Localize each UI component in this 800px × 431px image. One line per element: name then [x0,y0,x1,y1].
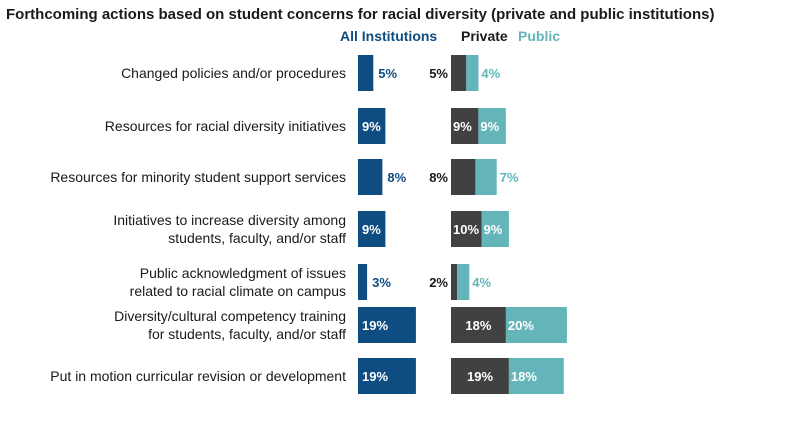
value-label-all-institutions-1: 9% [362,119,381,134]
bar-all-institutions-3 [358,211,386,247]
value-label-all-institutions-6: 19% [362,369,388,384]
value-label-private-6: 19% [467,369,493,384]
value-label-private-0: 5% [429,66,448,81]
category-label-line: Resources for minority student support s… [50,169,346,185]
value-label-public-0: 4% [481,66,500,81]
value-label-public-3: 9% [484,222,503,237]
category-label-line: for students, faculty, and/or staff [148,326,346,342]
value-label-public-6: 18% [511,369,537,384]
bar-all-institutions-4 [358,264,368,300]
category-label-0: Changed policies and/or procedures [121,65,346,81]
bar-private-1 [451,108,479,144]
value-label-public-4: 4% [472,275,491,290]
value-label-public-5: 20% [508,318,534,333]
bar-public-4 [457,264,470,300]
value-label-all-institutions-0: 5% [378,66,397,81]
category-label-line: Public acknowledgment of issues [140,265,346,281]
category-label-line: Diversity/cultural competency training [114,308,346,324]
bar-private-5 [451,307,506,343]
bar-private-4 [451,264,458,300]
legend-item-0: All Institutions [340,28,437,44]
legend: All Institutions Private Public [340,28,560,44]
bars: 5% 5% 4% 9% 9% 9% 8% 8% 7% 9% 10% 9% 3% 2% 4% 19% 18% 20%… [358,55,567,394]
legend-item-2: Public [518,28,560,44]
category-labels: Changed policies and/or procedures Resour… [50,65,346,384]
value-label-all-institutions-4: 3% [372,275,391,290]
bar-public-3 [481,211,509,247]
category-label-line: related to racial climate on campus [130,283,346,299]
value-label-private-4: 2% [429,275,448,290]
value-label-public-1: 9% [480,119,499,134]
bar-all-institutions-5 [358,307,416,343]
bar-private-2 [451,159,476,195]
category-label-2: Resources for minority student support s… [50,169,346,185]
category-label-5: Diversity/cultural competency training fo… [114,308,346,342]
category-label-line: Put in motion curricular revision or dev… [50,368,346,384]
value-label-public-2: 7% [500,170,519,185]
category-label-3: Initiatives to increase diversity among s… [113,212,346,246]
category-label-4: Public acknowledgment of issues related t… [130,265,346,299]
chart-title: Forthcoming actions based on student con… [6,6,714,23]
category-label-line: Changed policies and/or procedures [121,65,346,81]
value-label-all-institutions-2: 8% [387,170,406,185]
value-label-all-institutions-3: 9% [362,222,381,237]
bar-private-0 [451,55,467,91]
bar-public-5 [505,307,567,343]
category-label-line: students, faculty, and/or staff [168,230,346,246]
category-label-1: Resources for racial diversity initiativ… [105,118,346,134]
bar-private-6 [451,358,509,394]
bar-public-6 [508,358,564,394]
category-label-6: Put in motion curricular revision or dev… [50,368,346,384]
bar-all-institutions-0 [358,55,374,91]
legend-item-1: Private [461,28,508,44]
bar-all-institutions-2 [358,159,383,195]
value-label-private-2: 8% [429,170,448,185]
bar-public-2 [475,159,497,195]
category-label-line: Initiatives to increase diversity among [113,212,346,228]
bar-all-institutions-6 [358,358,416,394]
bar-private-3 [451,211,482,247]
bar-public-0 [466,55,479,91]
value-label-private-3: 10% [453,222,479,237]
bar-public-1 [478,108,506,144]
value-label-private-1: 9% [453,119,472,134]
category-label-line: Resources for racial diversity initiativ… [105,118,346,134]
value-label-private-5: 18% [465,318,491,333]
value-label-all-institutions-5: 19% [362,318,388,333]
bar-all-institutions-1 [358,108,386,144]
